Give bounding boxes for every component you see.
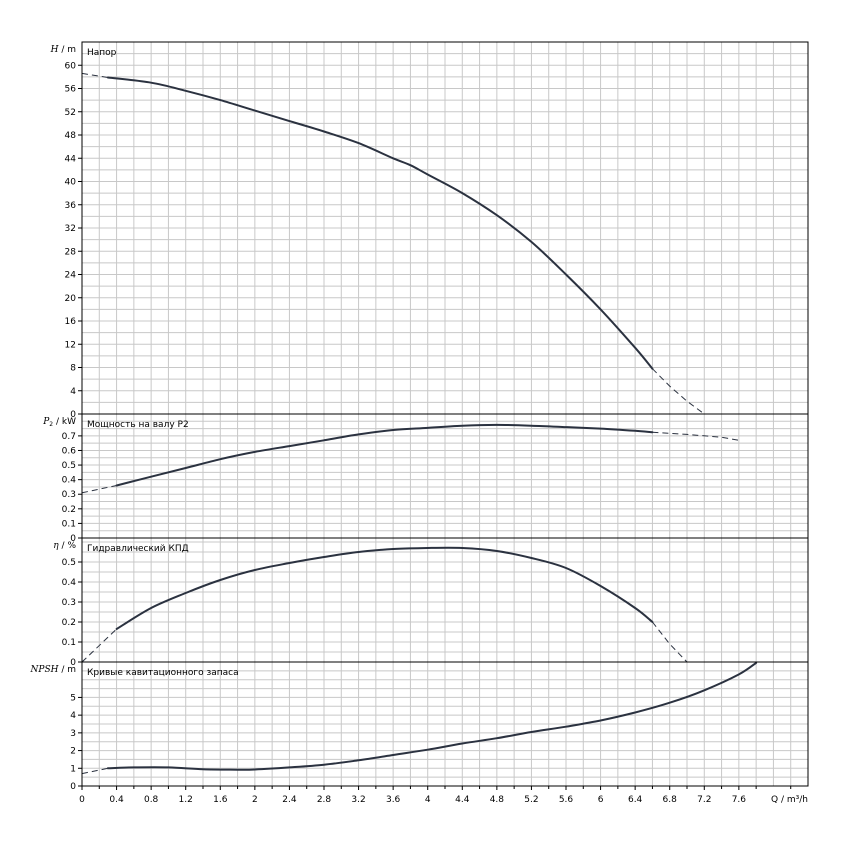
panel-2: 0 0.1 0.2 0.3 0.4 0.5 0.6 0.7 P2 / kW Мощность на… xyxy=(42,413,809,544)
x-tick-label: 4.8 xyxy=(490,795,505,805)
y-tick-label: 0 xyxy=(70,782,76,792)
y-tick-label: 32 xyxy=(65,224,76,234)
panel-4: 0 1 2 3 4 5 NPSH / m Кривые кавитационного запа… xyxy=(30,661,809,792)
y-tick-label: 4 xyxy=(70,711,76,721)
y-tick-label: 20 xyxy=(65,294,77,304)
x-tick-label: 1.2 xyxy=(179,795,193,805)
x-tick-label: 7.6 xyxy=(732,795,747,805)
y-axis-unit: / m xyxy=(58,45,76,55)
panel-title: Кривые кавитационного запаса xyxy=(87,668,239,678)
curve-extension xyxy=(652,368,705,415)
curve-series xyxy=(115,546,654,630)
y-tick-label: 12 xyxy=(65,340,76,350)
curve-series xyxy=(106,661,758,771)
curve-extension xyxy=(81,72,108,78)
x-tick-label: 6.4 xyxy=(628,795,643,805)
y-axis-label: NPSH / m xyxy=(30,665,76,675)
curve-extension xyxy=(652,431,739,441)
curve-extension xyxy=(81,485,117,494)
x-axis: 0 0.4 0.8 1.2 1.6 2 2.4 2.8 3.2 3.6 4 4.4 4.8 5.2 5.6 6… xyxy=(79,786,808,805)
y-tick-label: 0.7 xyxy=(62,432,76,442)
x-tick-label: 3.6 xyxy=(386,795,401,805)
y-tick-label: 0 xyxy=(70,534,76,544)
x-tick-label: 5.6 xyxy=(559,795,574,805)
x-tick-label: 2.4 xyxy=(282,795,297,805)
y-axis-label: η / % xyxy=(53,541,76,551)
y-tick-label: 0.3 xyxy=(62,490,76,500)
curve-series xyxy=(115,423,654,487)
x-tick-label: 3.2 xyxy=(351,795,365,805)
y-axis-symbol: η xyxy=(53,541,59,551)
x-tick-label: 4.4 xyxy=(455,795,470,805)
y-axis-symbol: P xyxy=(42,417,50,427)
y-tick-label: 48 xyxy=(65,131,77,141)
y-tick-label: 60 xyxy=(65,61,77,71)
x-tick-label: 5.2 xyxy=(524,795,538,805)
y-tick-label: 0.4 xyxy=(62,578,77,588)
x-axis-label: Q / m³/h xyxy=(771,795,808,805)
y-tick-label: 0.2 xyxy=(62,618,76,628)
y-tick-label: 44 xyxy=(65,154,77,164)
y-tick-label: 4 xyxy=(70,387,76,397)
y-tick-label: 2 xyxy=(70,747,76,757)
curve-series xyxy=(106,76,654,370)
y-axis-unit: / kW xyxy=(53,417,76,427)
y-axis-symbol: NPSH xyxy=(30,665,59,675)
y-tick-label: 3 xyxy=(70,729,76,739)
y-axis-label: H / m xyxy=(50,45,76,55)
y-axis-unit: / m xyxy=(58,665,76,675)
curve-extension xyxy=(81,767,109,775)
x-tick-label: 1.6 xyxy=(213,795,228,805)
y-tick-label: 0.1 xyxy=(62,638,76,648)
x-tick-label: 0 xyxy=(79,795,85,805)
y-tick-label: 36 xyxy=(65,201,77,211)
x-tick-label: 7.2 xyxy=(697,795,711,805)
y-tick-label: 0.2 xyxy=(62,505,76,515)
curve-extension xyxy=(652,621,688,663)
y-tick-label: 24 xyxy=(65,271,77,281)
panel-title: Напор xyxy=(87,48,117,58)
y-tick-label: 0.5 xyxy=(62,558,76,568)
y-tick-label: 0.3 xyxy=(62,598,76,608)
y-tick-label: 52 xyxy=(65,108,76,118)
y-axis-symbol: H xyxy=(50,45,59,55)
y-tick-label: 8 xyxy=(70,364,76,374)
y-axis-unit: / % xyxy=(59,541,77,551)
x-tick-label: 2 xyxy=(252,795,258,805)
panel-3: 00.10.20.30.40.5η / % Гидравлический КПД xyxy=(53,537,809,668)
y-tick-label: 1 xyxy=(70,764,76,774)
y-tick-label: 56 xyxy=(65,85,77,95)
y-tick-label: 0 xyxy=(70,410,76,420)
y-tick-label: 0.4 xyxy=(62,476,77,486)
x-tick-label: 0.4 xyxy=(109,795,124,805)
x-tick-label: 6 xyxy=(598,795,604,805)
y-tick-label: 0.6 xyxy=(62,446,77,456)
x-tick-label: 4 xyxy=(425,795,431,805)
x-tick-label: 6.8 xyxy=(663,795,678,805)
y-tick-label: 28 xyxy=(65,247,77,257)
y-axis-label: P2 / kW xyxy=(42,417,76,428)
y-axis-subscript: 2 xyxy=(49,421,53,428)
y-tick-label: 5 xyxy=(70,693,76,703)
x-tick-label: 0.8 xyxy=(144,795,159,805)
y-tick-label: 0 xyxy=(70,658,76,668)
panel-title: Гидравлический КПД xyxy=(87,544,189,554)
curve-extension xyxy=(81,628,117,663)
y-tick-label: 40 xyxy=(65,178,77,188)
x-tick-label: 2.8 xyxy=(317,795,332,805)
y-tick-label: 0.1 xyxy=(62,519,76,529)
y-tick-label: 16 xyxy=(65,317,77,327)
panel-title: Мощность на валу P2 xyxy=(87,420,189,430)
y-tick-label: 0.5 xyxy=(62,461,76,471)
